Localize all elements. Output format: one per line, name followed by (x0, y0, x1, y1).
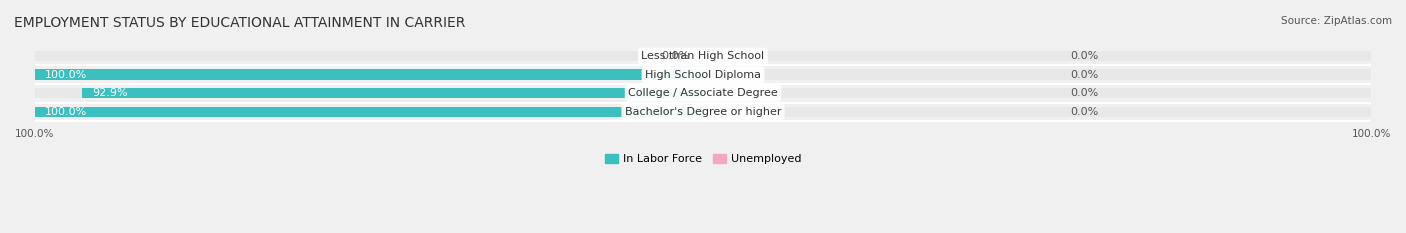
Text: High School Diploma: High School Diploma (645, 70, 761, 80)
Text: Bachelor's Degree or higher: Bachelor's Degree or higher (624, 107, 782, 117)
Bar (703, 51, 1371, 61)
Bar (703, 69, 1371, 80)
Text: 100.0%: 100.0% (45, 107, 87, 117)
Bar (35, 107, 703, 117)
Bar (35, 51, 703, 61)
Bar (35, 107, 703, 117)
Text: 100.0%: 100.0% (45, 70, 87, 80)
Text: 0.0%: 0.0% (1070, 107, 1099, 117)
Bar (35, 69, 703, 80)
Text: 0.0%: 0.0% (1070, 88, 1099, 98)
Text: Less than High School: Less than High School (641, 51, 765, 61)
Bar (703, 107, 1371, 117)
Bar (82, 88, 703, 98)
Text: 0.0%: 0.0% (661, 51, 689, 61)
Text: Source: ZipAtlas.com: Source: ZipAtlas.com (1281, 16, 1392, 26)
Text: 0.0%: 0.0% (1070, 70, 1099, 80)
Text: 0.0%: 0.0% (1070, 51, 1099, 61)
Bar (35, 88, 703, 98)
Legend: In Labor Force, Unemployed: In Labor Force, Unemployed (605, 154, 801, 164)
Text: 92.9%: 92.9% (93, 88, 128, 98)
Bar (35, 69, 703, 80)
Bar (703, 88, 1371, 98)
Text: College / Associate Degree: College / Associate Degree (628, 88, 778, 98)
Text: EMPLOYMENT STATUS BY EDUCATIONAL ATTAINMENT IN CARRIER: EMPLOYMENT STATUS BY EDUCATIONAL ATTAINM… (14, 16, 465, 30)
